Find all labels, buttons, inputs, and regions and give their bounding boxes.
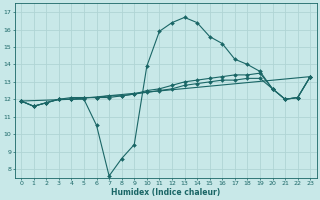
X-axis label: Humidex (Indice chaleur): Humidex (Indice chaleur)	[111, 188, 220, 197]
